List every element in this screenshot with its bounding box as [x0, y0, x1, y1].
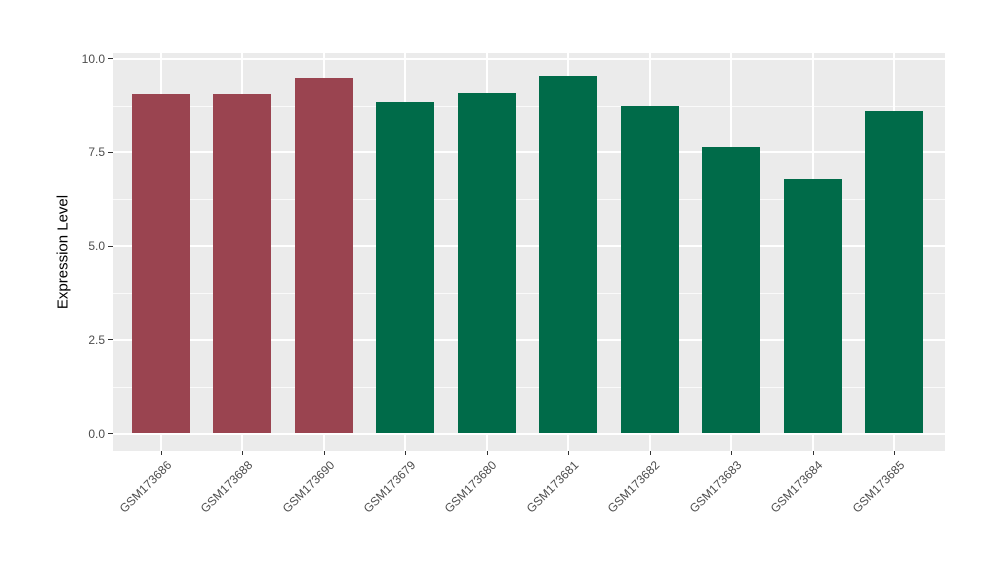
- bar-GSM173679: [376, 101, 435, 434]
- x-tick-mark: [731, 451, 733, 455]
- x-tick-mark: [568, 451, 570, 455]
- bar-GSM173683: [702, 146, 761, 434]
- x-tick-mark: [242, 451, 244, 455]
- x-tick-label: GSM173680: [442, 458, 500, 516]
- x-tick-label: GSM173690: [279, 458, 337, 516]
- y-tick-label: 0.0: [88, 426, 105, 441]
- x-tick-mark: [649, 451, 651, 455]
- y-tick-mark: [108, 151, 113, 153]
- y-tick-label: 5.0: [88, 239, 105, 254]
- x-tick-mark: [323, 451, 325, 455]
- bar-GSM173680: [457, 92, 516, 434]
- gridline-major-y: [113, 432, 945, 435]
- y-tick-mark: [108, 58, 113, 60]
- bar-GSM173681: [539, 75, 598, 434]
- gridline-minor-y: [113, 292, 945, 294]
- x-tick-label: GSM173683: [686, 458, 744, 516]
- x-tick-mark: [486, 451, 488, 455]
- x-tick-label: GSM173679: [360, 458, 419, 516]
- x-tick-label: GSM173686: [116, 458, 174, 516]
- x-tick-mark: [161, 451, 162, 455]
- bar-GSM173685: [864, 111, 923, 434]
- y-tick-mark: [108, 433, 113, 434]
- bar-GSM173690: [294, 77, 353, 434]
- y-tick-mark: [108, 245, 113, 247]
- y-tick-label: 7.5: [88, 145, 105, 160]
- y-tick-mark: [108, 339, 113, 341]
- x-tick-mark: [893, 451, 895, 455]
- x-tick-mark: [405, 451, 407, 455]
- y-tick-label: 2.5: [88, 332, 105, 347]
- x-tick-label: GSM173682: [604, 458, 663, 516]
- x-tick-label: GSM173684: [767, 458, 826, 516]
- gridline-minor-y: [113, 386, 945, 388]
- gridline-major-y: [113, 338, 945, 341]
- x-tick-label: GSM173681: [523, 458, 582, 516]
- bar-GSM173686: [132, 94, 190, 434]
- plot-panel: [113, 53, 945, 451]
- gridline-major-y: [113, 57, 945, 60]
- x-tick-label: GSM173685: [849, 458, 907, 516]
- y-tick-label: 10.0: [81, 51, 105, 66]
- gridline-minor-y: [113, 105, 945, 107]
- bar-GSM173684: [783, 178, 842, 434]
- gridline-major-y: [113, 151, 945, 154]
- x-tick-label: GSM173688: [197, 458, 256, 516]
- gridline-minor-y: [113, 199, 945, 201]
- x-tick-mark: [812, 451, 814, 455]
- bar-GSM173688: [213, 94, 272, 434]
- bar-GSM173682: [620, 105, 679, 434]
- gridline-major-y: [113, 245, 945, 248]
